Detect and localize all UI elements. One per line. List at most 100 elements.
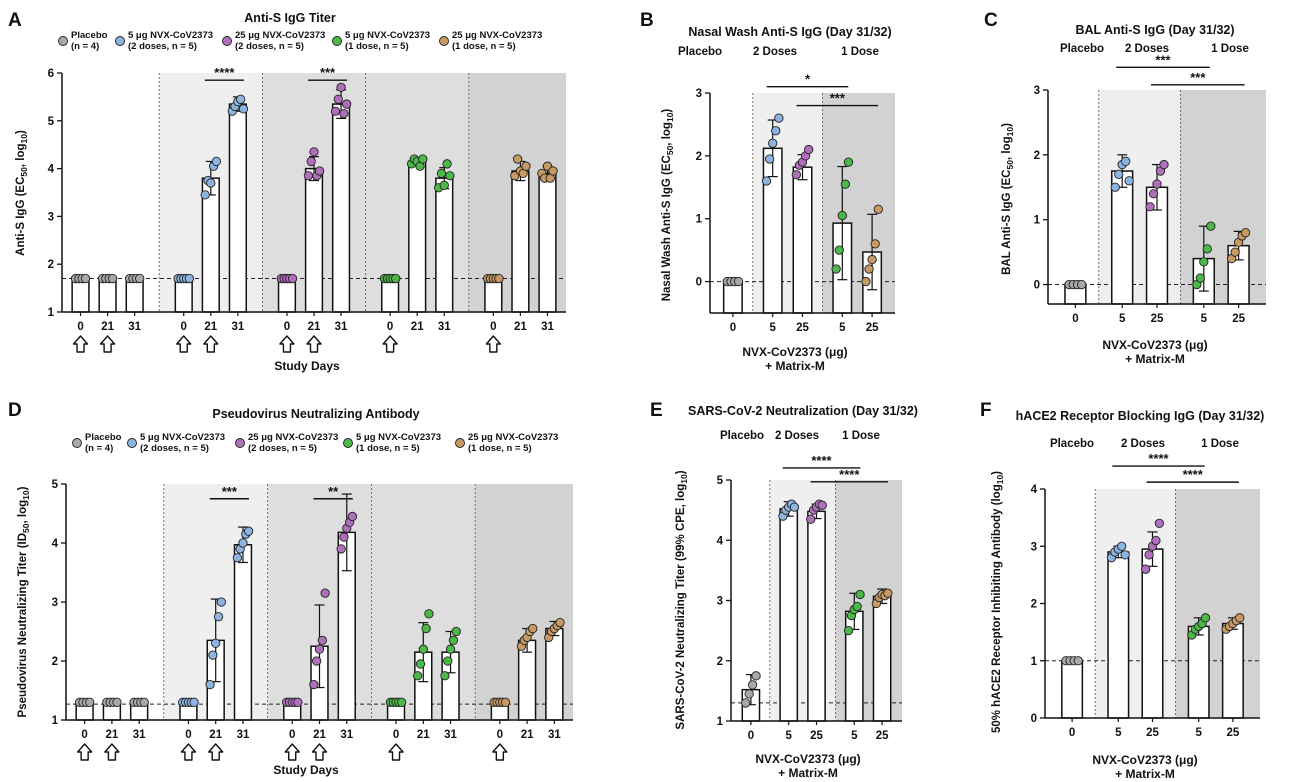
data-point: [309, 679, 319, 690]
y-axis-label: Anti-S IgG (EC50, log10): [15, 130, 29, 256]
x-axis-label: NVX-CoV2373 (μg): [1102, 338, 1207, 352]
data-point: [445, 644, 456, 654]
y-tick-label: 5: [48, 116, 55, 128]
y-tick-label: 3: [717, 596, 723, 608]
x-tick-label: 25: [1151, 313, 1164, 325]
data-point: [107, 273, 118, 284]
panel-label: C: [984, 10, 998, 31]
data-point: [442, 159, 452, 169]
x-tick-label: 25: [796, 322, 809, 334]
panel-title: Anti-S IgG Titer: [244, 11, 336, 25]
data-point: [870, 239, 880, 249]
legend-text: (2 doses, n = 5): [235, 41, 304, 52]
label-segment: 10: [19, 134, 29, 144]
x-tick-label: 25: [1227, 727, 1240, 739]
x-tick-label: 25: [1232, 313, 1245, 325]
data-point: [238, 538, 248, 548]
data-point: [391, 273, 401, 284]
label-segment: 10: [995, 475, 1005, 485]
y-tick-label: 5: [717, 475, 724, 487]
label-segment: Pseudovirus Neutralizing Titer (ID: [17, 533, 29, 717]
label-segment: , log: [661, 122, 673, 146]
x-tick-label: 5: [1201, 313, 1208, 325]
y-tick-label: 0: [1031, 713, 1037, 725]
dose-arrow-icon: [76, 743, 93, 761]
x-tick-label: 5: [785, 730, 792, 742]
x-tick-label: 31: [231, 321, 244, 333]
data-point: [1077, 279, 1087, 290]
bar: [722, 280, 743, 314]
label-segment: ): [17, 486, 29, 490]
data-point: [747, 680, 758, 690]
legend-text: (1 dose, n = 5): [452, 41, 516, 52]
legend-text: (1 dose, n = 5): [345, 41, 409, 52]
data-point: [771, 126, 781, 136]
data-point: [843, 157, 854, 167]
label-segment: , log: [15, 143, 27, 167]
data-point: [1202, 244, 1212, 254]
data-point: [1199, 257, 1209, 267]
x-tick-label: 31: [541, 321, 554, 333]
bar: [277, 277, 297, 313]
data-point: [751, 671, 761, 681]
data-point: [768, 138, 778, 148]
data-point: [764, 154, 775, 164]
data-point: [205, 679, 215, 690]
data-point: [397, 697, 407, 707]
data-point: [873, 204, 883, 214]
data-point: [1195, 273, 1205, 283]
y-tick-label: 3: [48, 211, 54, 223]
data-point: [314, 644, 325, 654]
group-label: 1 Dose: [841, 46, 879, 58]
legend-marker: [455, 438, 465, 448]
label-segment: 50% hACE2 Receptor Inhibiting Antibody (…: [991, 484, 1003, 733]
legend-text: (2 doses, n = 5): [248, 443, 317, 454]
dose-arrow-icon: [492, 743, 508, 761]
data-point: [303, 171, 314, 181]
label-segment: ): [991, 471, 1003, 475]
data-point: [213, 612, 224, 622]
y-tick-label: 3: [1034, 85, 1040, 97]
group-label: 1 Dose: [1201, 438, 1239, 450]
x-tick-label: 0: [730, 322, 736, 334]
data-point: [804, 144, 814, 155]
bar: [545, 627, 564, 721]
x-tick-label: 21: [521, 729, 534, 741]
data-point: [339, 532, 349, 542]
bar: [304, 167, 324, 313]
data-point: [320, 588, 330, 598]
x-tick-label: 0: [77, 321, 83, 333]
data-point: [512, 154, 523, 164]
dose-arrow-icon: [208, 743, 224, 761]
legend-marker: [58, 36, 68, 46]
legend-marker: [439, 36, 449, 46]
data-point: [448, 635, 459, 645]
panel-label: B: [640, 10, 654, 31]
bar: [538, 172, 557, 313]
dose-arrow-icon: [104, 743, 120, 761]
legend-marker: [115, 36, 125, 46]
group-label: 1 Dose: [1211, 43, 1249, 55]
bar: [511, 170, 530, 313]
y-tick-label: 2: [48, 259, 54, 271]
data-point: [312, 656, 322, 666]
x-tick-label: 0: [497, 729, 503, 741]
x-tick-label: 31: [335, 321, 348, 333]
label-segment: 10: [665, 112, 675, 122]
dose-arrow-icon: [382, 335, 398, 353]
x-tick-label: 0: [81, 729, 87, 741]
x-tick-label: 31: [340, 729, 353, 741]
x-tick-label: 25: [1146, 727, 1159, 739]
panel-C: 0 1 2 3 0 5 25 5 25 *** *** C BAL Anti-S IgG (Day 31…: [984, 10, 1266, 366]
data-point: [424, 609, 434, 619]
data-point: [336, 82, 346, 92]
y-tick-label: 5: [52, 479, 59, 491]
group-label: 2 Doses: [1125, 43, 1169, 55]
data-point: [806, 514, 816, 524]
dose-arrow-icon: [485, 335, 502, 353]
legend-text: (1 dose, n = 5): [356, 443, 420, 454]
y-tick-label: 3: [52, 597, 58, 609]
bar: [228, 103, 248, 313]
legend-text: 25 μg NVX-CoV2373: [468, 432, 558, 443]
data-point: [336, 544, 346, 554]
